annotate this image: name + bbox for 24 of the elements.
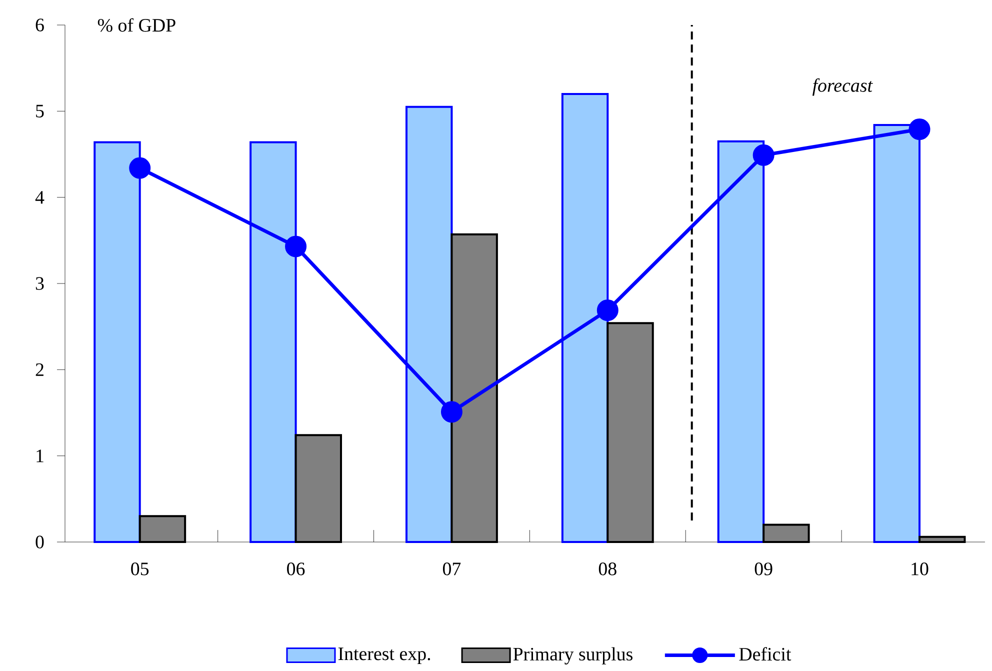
point — [285, 236, 307, 258]
legend-label: Primary surplus — [513, 647, 632, 664]
y-tick-label: 5 — [36, 104, 44, 118]
annotation: forecast — [812, 78, 873, 96]
point — [440, 401, 462, 423]
x-tick-label: 07 — [442, 562, 461, 576]
y-tick-label: 4 — [35, 191, 44, 204]
legend-label: Interest exp. — [338, 648, 430, 664]
y-tick-label: 6 — [36, 18, 44, 32]
point — [752, 144, 774, 166]
x-tick-label: 08 — [598, 562, 616, 576]
x-tick-label: 05 — [131, 562, 149, 576]
y-tick-label: 3 — [36, 277, 44, 290]
x-tick-label: 09 — [754, 562, 772, 576]
y-tick-label: 0 — [36, 536, 44, 548]
y-axis-title: % of GDP — [98, 18, 176, 32]
y-tick-label: 2 — [36, 363, 44, 376]
legend-label: Deficit — [739, 647, 792, 661]
x-tick-label: 06 — [287, 562, 305, 576]
y-tick-label: 1 — [36, 450, 44, 462]
x-tick-label: 10 — [912, 562, 928, 576]
point — [908, 118, 930, 140]
point — [129, 157, 151, 179]
point — [596, 299, 618, 321]
